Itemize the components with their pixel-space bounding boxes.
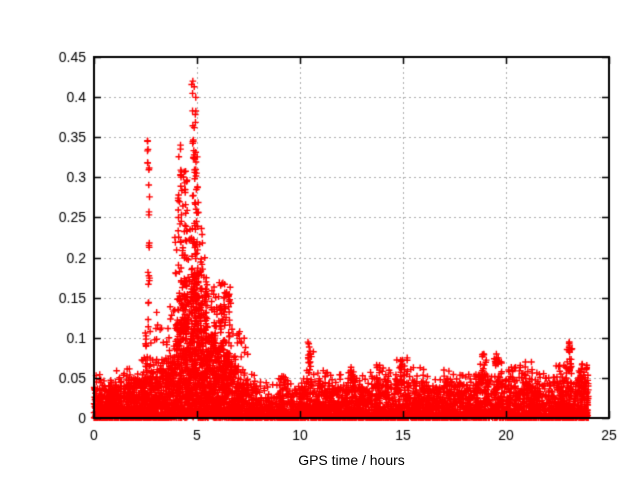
x-axis-label: GPS time / hours xyxy=(298,452,405,468)
